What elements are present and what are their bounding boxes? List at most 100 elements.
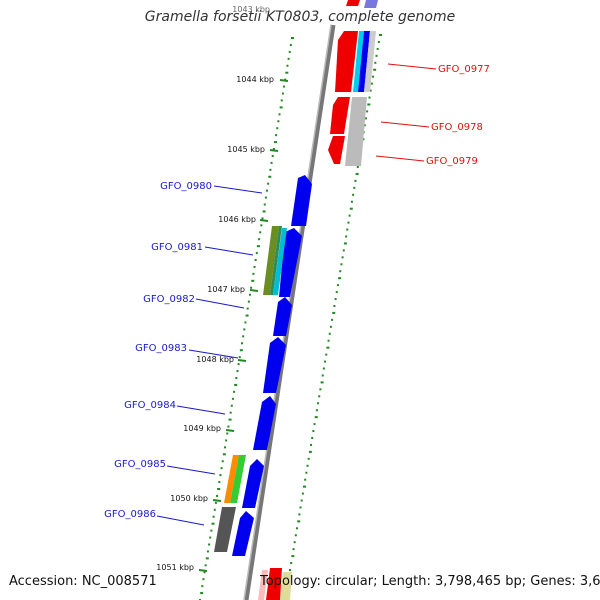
tick-mark bbox=[266, 189, 269, 192]
gene-arrow-GFO_0978[interactable] bbox=[330, 97, 350, 134]
tick-mark bbox=[256, 245, 260, 248]
major-ticks bbox=[198, 79, 289, 572]
tick-mark bbox=[245, 314, 249, 317]
tick-mark bbox=[206, 550, 209, 553]
tick-mark bbox=[370, 82, 373, 85]
feature-block bbox=[280, 572, 292, 600]
tick-mark bbox=[277, 120, 280, 123]
gene-label-GFO_0985[interactable]: GFO_0985 bbox=[114, 459, 166, 470]
gene-arrow-GFO_0980[interactable] bbox=[291, 175, 312, 226]
tick-mark bbox=[319, 388, 322, 391]
tick-mark bbox=[276, 127, 279, 130]
tick-mark bbox=[230, 404, 233, 407]
gene-label-GFO_0978[interactable]: GFO_0978 bbox=[431, 122, 483, 133]
feature-block bbox=[345, 97, 367, 166]
tick-mark bbox=[205, 557, 209, 560]
kbp-scale: 1043 kbp 1044 kbp 1045 kbp 1046 kbp 1047… bbox=[156, 5, 274, 572]
gene-label-GFO_0983[interactable]: GFO_0983 bbox=[135, 343, 187, 354]
tick-mark bbox=[342, 249, 345, 252]
tick-mark bbox=[368, 96, 371, 99]
reverse-gene-track bbox=[266, 0, 378, 600]
kbp-label: 1049 kbp bbox=[183, 424, 221, 433]
tick-mark bbox=[214, 501, 217, 504]
tick-mark bbox=[267, 182, 270, 185]
tick-mark bbox=[338, 277, 342, 280]
tick-mark bbox=[350, 200, 353, 203]
tick-mark bbox=[341, 256, 344, 259]
tick-mark bbox=[289, 569, 291, 571]
tick-mark bbox=[334, 298, 337, 301]
gene-arrow-GFO_0985[interactable] bbox=[242, 459, 264, 508]
tick-mark bbox=[355, 172, 359, 175]
gene-label-GFO_0984[interactable]: GFO_0984 bbox=[124, 400, 176, 411]
tick-mark bbox=[217, 487, 221, 490]
gene-label-GFO_0979[interactable]: GFO_0979 bbox=[426, 156, 478, 167]
gene-label-GFO_0982[interactable]: GFO_0982 bbox=[143, 294, 195, 305]
tick-mark bbox=[260, 224, 263, 227]
tick-mark bbox=[250, 286, 253, 289]
tick-mark bbox=[331, 318, 334, 321]
tick-mark bbox=[242, 335, 245, 338]
tick-mark bbox=[371, 75, 374, 78]
gene-arrow-GFO_0981[interactable] bbox=[279, 228, 302, 297]
gene-arrow-GFO_0986[interactable] bbox=[232, 511, 254, 556]
tick-mark bbox=[336, 284, 339, 287]
tick-mark bbox=[273, 141, 277, 144]
feature-block bbox=[258, 570, 268, 600]
gene-arrow-GFO_0983[interactable] bbox=[263, 337, 286, 393]
feature-block bbox=[263, 226, 279, 295]
gene-label-GFO_0980[interactable]: GFO_0980 bbox=[160, 181, 212, 192]
tick-mark bbox=[314, 416, 318, 419]
tick-mark bbox=[246, 307, 249, 310]
tick-mark bbox=[340, 263, 343, 266]
tick-mark bbox=[288, 50, 291, 53]
tick-mark bbox=[345, 235, 348, 238]
tick-mark bbox=[279, 106, 283, 109]
gene-arrow-GFO_0982[interactable] bbox=[273, 297, 292, 336]
tick-mark bbox=[339, 270, 342, 273]
reverse-gene-labels: GFO_0977 GFO_0978 GFO_0979 bbox=[375, 63, 490, 167]
tick-mark bbox=[263, 203, 266, 206]
tick-mark bbox=[278, 113, 281, 116]
tick-mark bbox=[296, 527, 299, 530]
tick-mark bbox=[322, 367, 325, 370]
tick-mark bbox=[343, 242, 347, 245]
tick-mark bbox=[203, 571, 206, 574]
tick-mark bbox=[349, 207, 353, 210]
tick-mark bbox=[291, 37, 294, 39]
tick-mark bbox=[212, 515, 215, 518]
tick-mark bbox=[364, 117, 367, 120]
tick-mark bbox=[261, 217, 264, 220]
feature-block bbox=[364, 0, 378, 8]
gene-arrow-GFO_0984[interactable] bbox=[253, 396, 276, 450]
kbp-label: 1050 kbp bbox=[170, 494, 208, 503]
gene-arrow-GFO_0977[interactable] bbox=[335, 31, 358, 92]
gene-label-GFO_0986[interactable]: GFO_0986 bbox=[104, 509, 156, 520]
tick-mark bbox=[310, 443, 313, 446]
map-title: Gramella forsetii KT0803, complete genom… bbox=[144, 9, 456, 25]
tick-mark bbox=[233, 390, 236, 393]
tick-mark bbox=[264, 196, 267, 199]
tick-mark bbox=[311, 436, 314, 439]
gene-label-GFO_0981[interactable]: GFO_0981 bbox=[151, 242, 203, 253]
tick-mark bbox=[211, 522, 215, 525]
tick-mark bbox=[318, 395, 321, 398]
tick-mark bbox=[202, 578, 205, 581]
tick-mark bbox=[375, 54, 378, 57]
feature-block bbox=[270, 226, 282, 295]
gene-label-GFO_0977[interactable]: GFO_0977 bbox=[438, 64, 490, 75]
gene-arrow-GFO_0979[interactable] bbox=[328, 136, 345, 164]
tick-mark bbox=[248, 293, 251, 296]
tick-mark bbox=[327, 339, 330, 342]
tick-mark bbox=[234, 383, 238, 386]
tick-mark bbox=[271, 154, 274, 157]
tick-mark bbox=[292, 548, 295, 551]
tick-mark bbox=[329, 325, 332, 328]
tick-mark bbox=[283, 85, 286, 88]
tick-mark bbox=[346, 228, 349, 231]
tick-mark bbox=[218, 481, 221, 484]
tick-mark bbox=[200, 592, 204, 595]
tick-mark bbox=[333, 304, 336, 307]
